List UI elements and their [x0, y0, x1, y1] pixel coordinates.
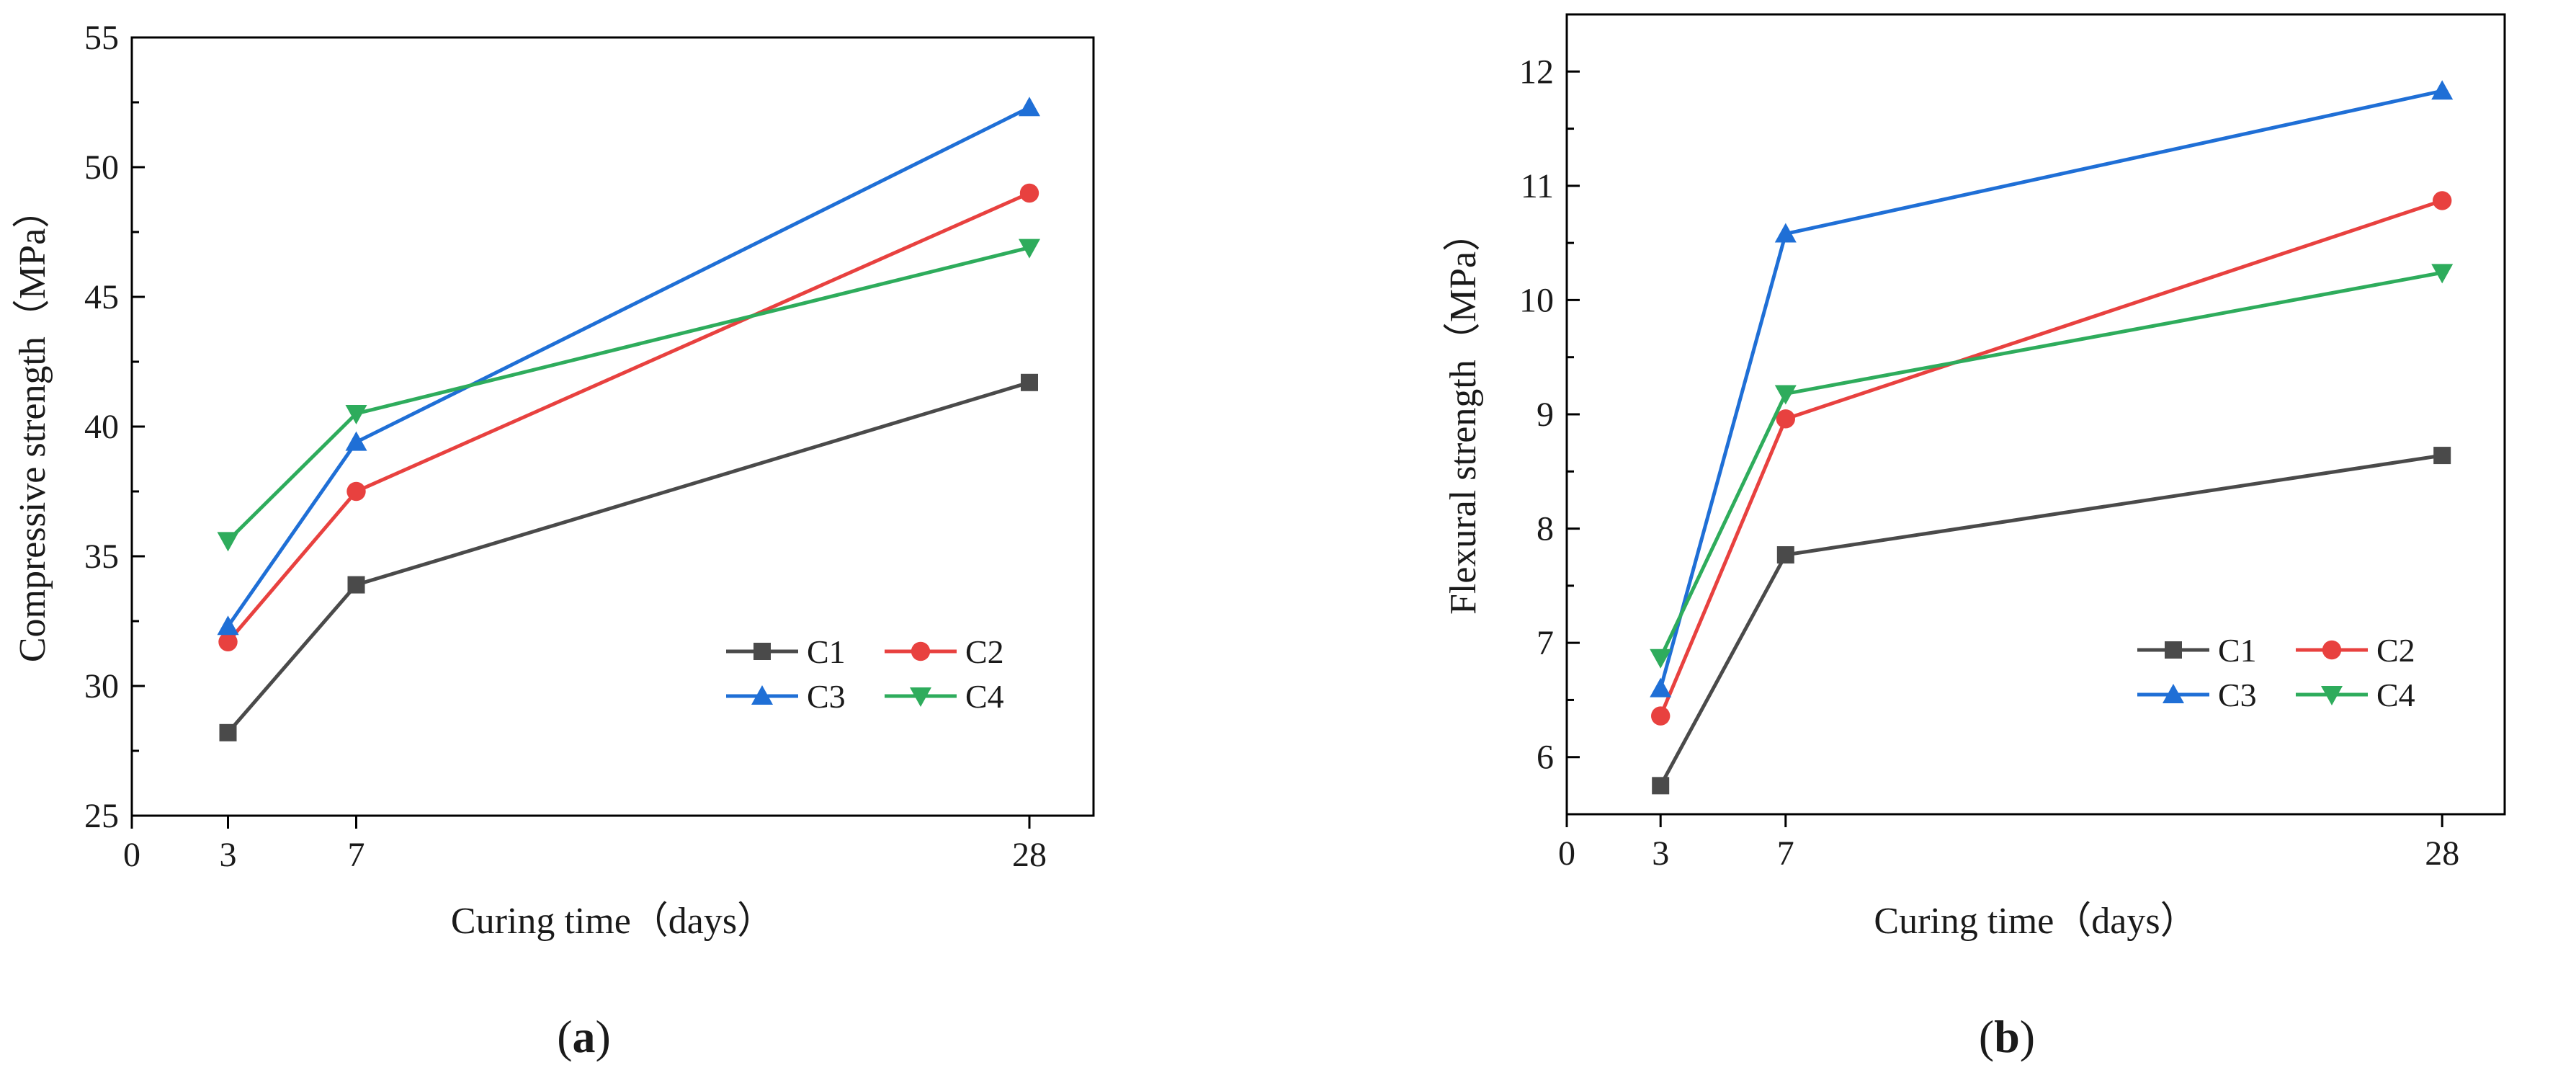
- legend-marker-c2: [911, 641, 931, 661]
- data-point-c4: [1774, 385, 1797, 405]
- series-c2: [218, 183, 1039, 651]
- y-tick-label: 9: [1537, 396, 1554, 434]
- y-tick-label: 6: [1537, 739, 1554, 777]
- legend-marker-c2: [2322, 640, 2342, 660]
- y-tick-label: 30: [84, 667, 119, 705]
- y-tick-label: 45: [84, 278, 119, 316]
- x-tick-label: 7: [348, 836, 365, 874]
- legend-label-c3: C3: [807, 678, 846, 715]
- data-point-c1: [1776, 546, 1794, 564]
- y-tick-label: 7: [1537, 624, 1554, 662]
- legend-label-c4: C4: [965, 678, 1004, 715]
- data-point-c3: [345, 431, 367, 451]
- legend-label-c3: C3: [2218, 677, 2257, 713]
- data-point-c2: [2433, 191, 2452, 210]
- y-tick-label: 12: [1519, 53, 1554, 91]
- data-point-c4: [345, 405, 367, 424]
- x-tick-label: 0: [1558, 834, 1575, 873]
- series-c2: [1651, 191, 2452, 726]
- data-point-c1: [347, 576, 365, 594]
- legend-marker-c3: [751, 685, 773, 705]
- data-point-c2: [1651, 706, 1671, 726]
- y-tick-label: 40: [84, 408, 119, 446]
- x-axis-title: Curing time（days）: [451, 901, 774, 942]
- legend: C1 C2 C3 C4: [726, 633, 1004, 715]
- panel-label: (b): [1979, 1011, 2035, 1062]
- y-tick-label: 55: [84, 19, 119, 57]
- y-tick-label: 8: [1537, 510, 1554, 548]
- data-point-c1: [1021, 373, 1038, 391]
- data-point-c4: [2431, 264, 2454, 284]
- legend-marker-c1: [2165, 641, 2182, 659]
- x-tick-label: 28: [1012, 836, 1047, 874]
- y-tick-label: 50: [84, 148, 119, 187]
- legend-marker-c4: [2321, 686, 2343, 705]
- series-c4: [1650, 264, 2454, 669]
- series-line-c2: [1658, 199, 2443, 717]
- legend-marker-c1: [753, 643, 771, 660]
- data-point-c3: [1019, 97, 1040, 117]
- x-tick-label: 3: [220, 836, 237, 874]
- series-line-c4: [226, 246, 1030, 543]
- x-tick-label: 3: [1652, 834, 1669, 873]
- data-point-c1: [1652, 777, 1670, 795]
- legend-label-c2: C2: [2376, 632, 2415, 669]
- panel-label-letter: b: [1994, 1011, 2020, 1062]
- legend-label-c1: C1: [2218, 632, 2257, 669]
- legend-label-c4: C4: [2376, 677, 2415, 713]
- data-point-c1: [219, 723, 237, 741]
- series-c3: [217, 97, 1040, 636]
- x-tick-label: 7: [1777, 834, 1794, 873]
- data-point-c4: [1650, 649, 1672, 669]
- series-c1: [1652, 447, 2451, 795]
- legend-marker-c4: [910, 687, 931, 707]
- panel-label-letter: a: [573, 1011, 596, 1062]
- legend-marker-c3: [2163, 684, 2184, 703]
- legend-label-c2: C2: [965, 633, 1004, 670]
- series-line-c1: [226, 380, 1030, 734]
- chart-panel-a: 25 30 35 40 45 50 55 0 3 7 28 Curing time（days） Comp…: [12, 19, 1095, 1062]
- data-point-c2: [346, 481, 366, 502]
- y-tick-label: 35: [84, 538, 119, 576]
- x-axis-title: Curing time（days）: [1874, 901, 2197, 942]
- series-c3: [1650, 80, 2454, 698]
- legend: C1 C2 C3 C4: [2137, 632, 2415, 713]
- panel-label: (a): [557, 1011, 611, 1062]
- y-axis-title: Compressive strength（MPa）: [12, 191, 53, 662]
- x-tick-label: 28: [2425, 834, 2459, 873]
- data-point-c1: [2433, 447, 2451, 465]
- data-point-c2: [218, 632, 238, 651]
- plot-frame: [130, 36, 1095, 817]
- data-point-c3: [1774, 223, 1797, 243]
- data-point-c4: [217, 532, 239, 552]
- y-tick-label: 10: [1519, 281, 1554, 319]
- series-line-c1: [1659, 453, 2443, 787]
- x-tick-label: 0: [123, 836, 140, 874]
- y-axis-title: Flexural strength（MPa）: [1443, 214, 1484, 615]
- data-point-c3: [2431, 80, 2454, 100]
- series-c4: [217, 239, 1040, 552]
- legend-label-c1: C1: [807, 633, 846, 670]
- y-tick-label: 25: [84, 797, 119, 835]
- data-point-c3: [217, 615, 239, 636]
- chart-panel-b: 6 7 8 9 10 11 12 0 3 7 28 Curing time（days） Flexural…: [1443, 13, 2506, 1062]
- data-point-c2: [1776, 409, 1795, 429]
- series-c1: [219, 373, 1038, 741]
- y-tick-label: 11: [1521, 167, 1554, 205]
- series-line-c3: [226, 105, 1031, 628]
- data-point-c3: [1650, 677, 1672, 698]
- data-point-c4: [1019, 239, 1040, 259]
- data-point-c2: [1019, 183, 1039, 203]
